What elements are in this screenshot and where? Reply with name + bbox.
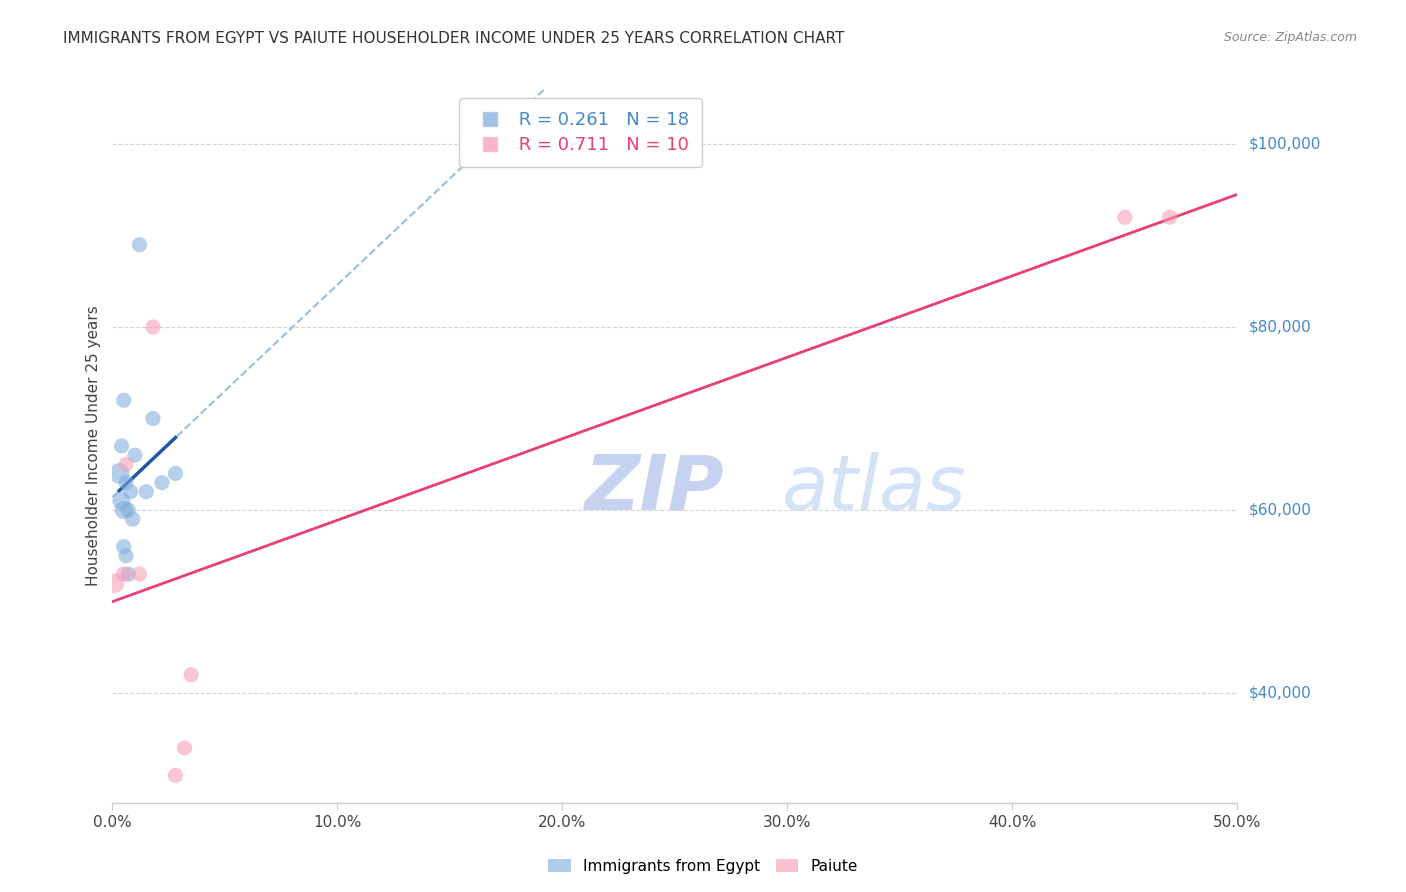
Text: $100,000: $100,000: [1249, 136, 1320, 152]
Text: IMMIGRANTS FROM EGYPT VS PAIUTE HOUSEHOLDER INCOME UNDER 25 YEARS CORRELATION CH: IMMIGRANTS FROM EGYPT VS PAIUTE HOUSEHOL…: [63, 31, 845, 46]
Legend:  R = 0.261   N = 18,  R = 0.711   N = 10: R = 0.261 N = 18, R = 0.711 N = 10: [458, 98, 702, 167]
Point: [173, 740, 195, 755]
Point: [110, 494, 132, 508]
Point: [121, 512, 143, 526]
Text: $80,000: $80,000: [1249, 319, 1312, 334]
Point: [112, 567, 135, 582]
Point: [142, 320, 165, 334]
Point: [112, 503, 135, 517]
Point: [120, 484, 142, 499]
Text: $40,000: $40,000: [1249, 686, 1312, 700]
Point: [142, 411, 165, 425]
Point: [165, 768, 187, 782]
Point: [1114, 211, 1136, 225]
Text: ZIP: ZIP: [585, 452, 724, 525]
Text: Source: ZipAtlas.com: Source: ZipAtlas.com: [1223, 31, 1357, 45]
Point: [165, 467, 187, 481]
Y-axis label: Householder Income Under 25 years: Householder Income Under 25 years: [86, 306, 101, 586]
Point: [128, 567, 150, 582]
Point: [135, 484, 157, 499]
Point: [108, 467, 131, 481]
Point: [112, 393, 135, 408]
Point: [115, 549, 138, 563]
Point: [124, 448, 146, 462]
Point: [104, 576, 127, 591]
Point: [1159, 211, 1181, 225]
Point: [180, 667, 202, 681]
Point: [117, 503, 139, 517]
Point: [150, 475, 173, 490]
Legend: Immigrants from Egypt, Paiute: Immigrants from Egypt, Paiute: [541, 853, 865, 880]
Point: [117, 567, 139, 582]
Point: [110, 439, 132, 453]
Point: [112, 540, 135, 554]
Text: atlas: atlas: [782, 452, 966, 525]
Point: [115, 475, 138, 490]
Text: $60,000: $60,000: [1249, 502, 1312, 517]
Point: [128, 237, 150, 252]
Point: [115, 458, 138, 472]
